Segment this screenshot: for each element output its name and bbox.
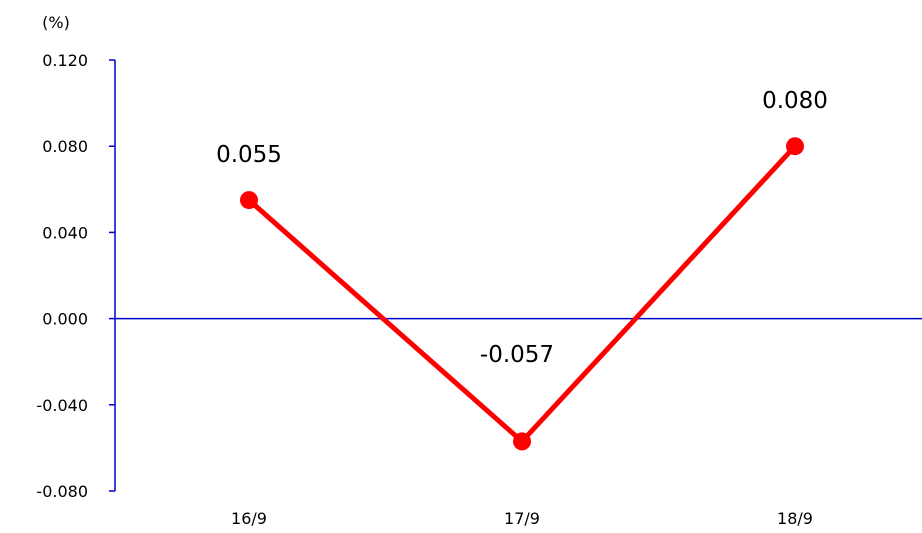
y-tick-label: -0.040 xyxy=(36,396,88,415)
data-point xyxy=(240,191,258,210)
data-point xyxy=(513,432,531,451)
series-polyline xyxy=(247,144,797,445)
data-label: 0.080 xyxy=(762,88,828,114)
y-tick-label: -0.080 xyxy=(36,482,88,501)
x-axis-labels: 16/9 17/9 18/9 xyxy=(231,509,813,528)
series-line xyxy=(247,144,797,445)
data-labels: 0.055 -0.057 0.080 xyxy=(216,88,828,368)
x-tick-label: 18/9 xyxy=(777,509,813,528)
data-points xyxy=(240,137,804,451)
data-label: 0.055 xyxy=(216,142,282,168)
x-tick-label: 17/9 xyxy=(504,509,540,528)
y-axis-unit-label: (%) xyxy=(42,13,70,32)
y-axis: 0.120 0.080 0.040 0.000 -0.040 -0.080 xyxy=(36,51,116,501)
data-point xyxy=(786,137,804,156)
y-tick-label: 0.080 xyxy=(42,137,88,156)
y-tick-label: 0.000 xyxy=(42,310,88,329)
y-tick-label: 0.040 xyxy=(42,223,88,242)
data-label: -0.057 xyxy=(480,342,554,368)
y-tick-label: 0.120 xyxy=(42,51,88,70)
x-tick-label: 16/9 xyxy=(231,509,267,528)
